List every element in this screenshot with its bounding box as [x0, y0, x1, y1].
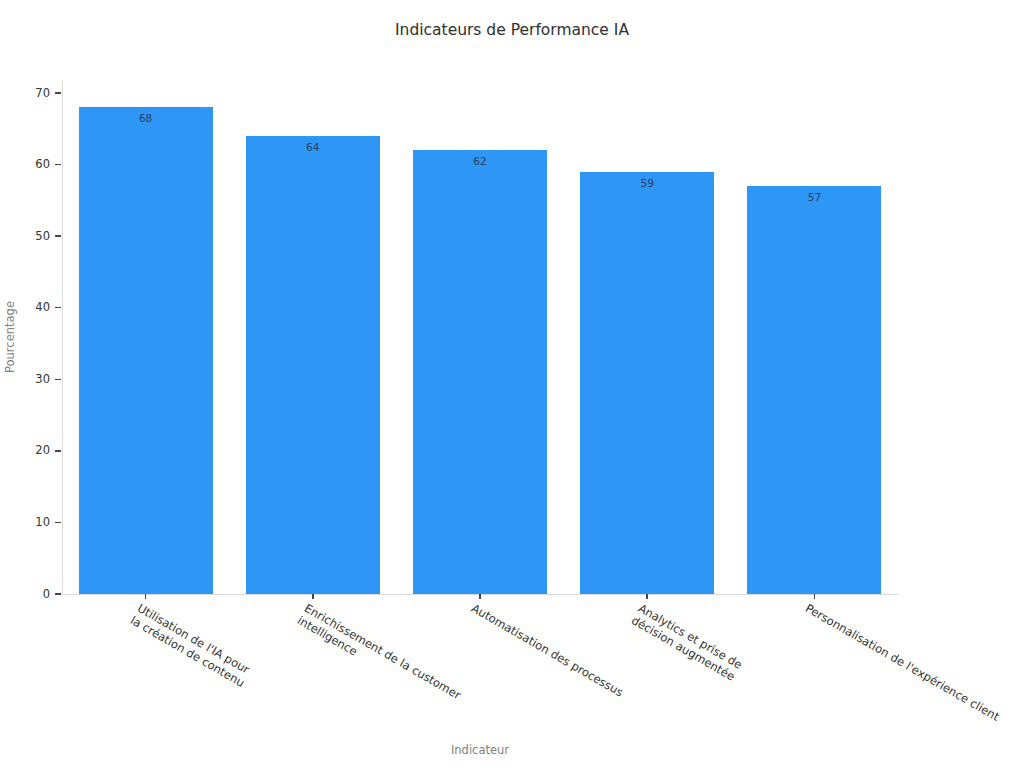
y-tick-label: 50 [8, 230, 50, 243]
y-tick-label: 30 [8, 373, 50, 386]
y-tick-mark [55, 522, 61, 524]
bar-value-label: 59 [580, 177, 714, 189]
y-tick-mark [55, 379, 61, 381]
y-tick-mark [55, 593, 61, 595]
y-tick-label: 60 [8, 158, 50, 171]
bar: 59 [580, 172, 714, 594]
y-tick-label: 0 [8, 588, 50, 601]
x-tick-mark [145, 594, 147, 599]
x-tick-label: Analytics et prise de décision augmentée [629, 601, 745, 684]
y-tick-mark [55, 450, 61, 452]
bar: 64 [246, 136, 380, 594]
y-tick-label: 40 [8, 301, 50, 314]
y-tick-mark [55, 164, 61, 166]
y-tick-mark [55, 307, 61, 309]
y-tick-mark [55, 235, 61, 237]
chart-title: Indicateurs de Performance IA [395, 21, 629, 39]
y-tick-label: 10 [8, 516, 50, 529]
bar-value-label: 68 [79, 112, 213, 124]
bar-value-label: 64 [246, 141, 380, 153]
bar-value-label: 57 [747, 191, 881, 203]
x-axis-title: Indicateur [451, 743, 509, 757]
y-tick-label: 20 [8, 444, 50, 457]
x-tick-mark [312, 594, 314, 599]
bar-chart: Indicateurs de Performance IA Pourcentag… [0, 0, 1024, 768]
x-tick-label: Personnalisation de l'expérience client [803, 601, 1002, 724]
y-tick-mark [55, 92, 61, 94]
bar: 68 [79, 107, 213, 594]
y-tick-label: 70 [8, 87, 50, 100]
x-tick-mark [646, 594, 648, 599]
bar: 57 [747, 186, 881, 594]
x-tick-label: Automatisation des processus [469, 601, 626, 700]
x-tick-label: Utilisation de l'IA pour la création de … [128, 601, 254, 690]
x-tick-mark [479, 594, 481, 599]
bar: 62 [413, 150, 547, 594]
x-tick-mark [814, 594, 816, 599]
bar-value-label: 62 [413, 155, 547, 167]
x-tick-label: Enrichissement de la customer intelligen… [295, 601, 463, 714]
